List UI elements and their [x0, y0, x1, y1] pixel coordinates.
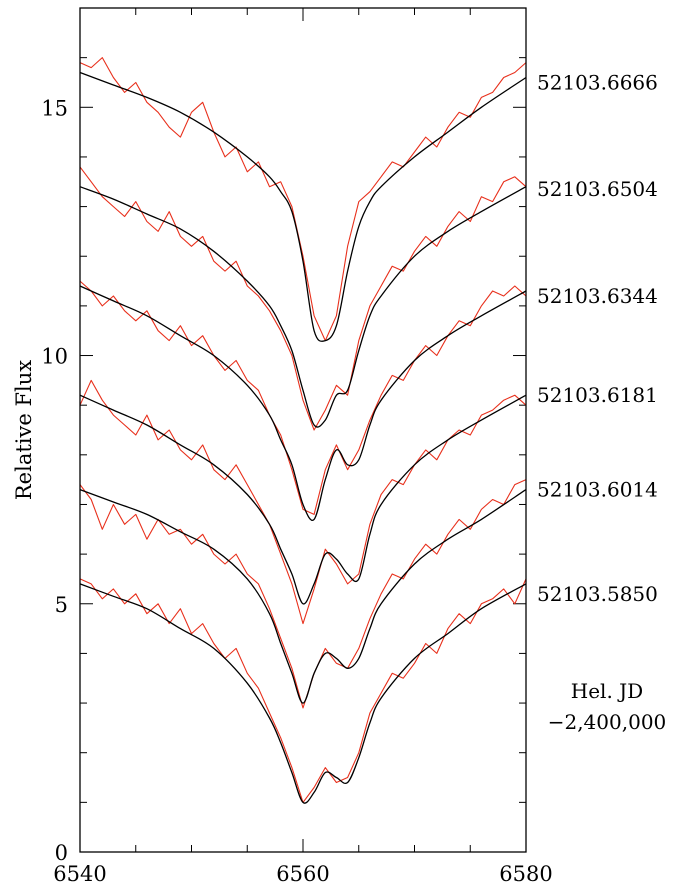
observed-spectrum-2: [79, 166, 527, 431]
observed-spectrum-4: [79, 379, 527, 625]
observed-spectrum-6: [79, 578, 527, 803]
x-tick-label: 6560: [276, 862, 329, 885]
observed-spectrum-5: [79, 479, 527, 709]
model-fit-4: [79, 394, 527, 605]
plot-frame: [79, 7, 527, 853]
observation-date-label: 52103.6666: [537, 70, 658, 94]
axis-labels: 6540 6560 6580 0 5 10 15: [41, 96, 552, 885]
model-fit-5: [79, 488, 527, 704]
y-axis-label: Relative Flux: [12, 360, 36, 500]
model-fit-2: [79, 186, 527, 428]
observation-date-label: 52103.6504: [537, 177, 658, 201]
model-fit-6: [79, 583, 527, 804]
observed-spectrum-1: [79, 57, 527, 342]
y-tick-label: 5: [55, 593, 68, 617]
y-tick-label: 15: [41, 96, 68, 120]
x-tick-label: 6580: [499, 862, 552, 885]
observation-date-label: 52103.6014: [537, 478, 658, 502]
observation-date-label: 52103.6344: [537, 284, 658, 308]
x-tick-label: 6540: [53, 862, 106, 885]
observation-date-label: 52103.5850: [537, 582, 658, 606]
legend-line-1: Hel. JD: [571, 679, 643, 703]
spectra-series: [79, 57, 527, 804]
y-tick-label: 0: [55, 841, 68, 865]
model-fit-3: [79, 285, 527, 521]
y-tick-label: 10: [41, 345, 68, 369]
observation-date-label: 52103.6181: [537, 383, 658, 407]
observed-spectrum-3: [79, 280, 527, 515]
legend-line-2: −2,400,000: [548, 710, 667, 734]
observation-labels: 52103.6666 52103.6504 52103.6344 52103.6181…: [537, 70, 658, 605]
model-fit-1: [79, 71, 527, 342]
